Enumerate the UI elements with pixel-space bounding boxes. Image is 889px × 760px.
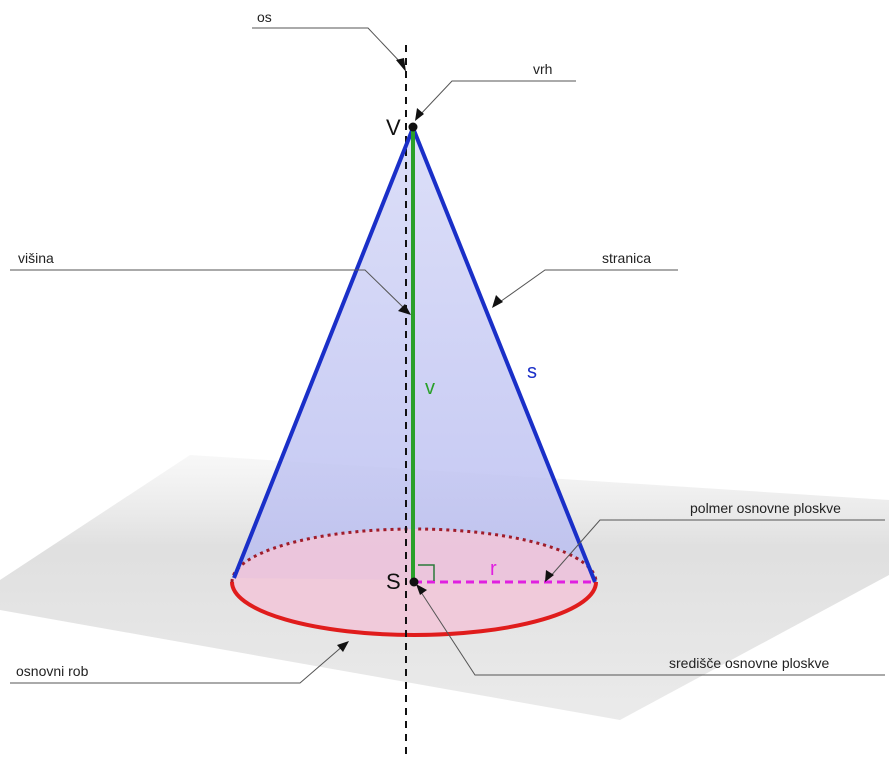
height-label: višina: [18, 250, 54, 266]
apex-leader: [418, 80, 576, 117]
radius-leader: [548, 519, 885, 579]
slant-edge-left: [232, 127, 415, 579]
slant-leader-arrow: [492, 295, 503, 308]
slant-edge-right: [411, 127, 597, 583]
apex-leader-arrow: [415, 108, 424, 121]
base-edge-leader-arrow: [337, 641, 349, 652]
slant-symbol: s: [527, 361, 537, 383]
base-edge-front: [230, 581, 598, 637]
radius-leader-arrow: [545, 570, 554, 582]
center-name: S: [386, 569, 401, 594]
axis-leader-arrow: [396, 58, 406, 72]
height-symbol: v: [425, 377, 435, 399]
base-edge-label: osnovni rob: [16, 663, 89, 679]
apex-name: V: [386, 115, 401, 140]
height-leader-arrow: [398, 304, 411, 315]
height-leader: [10, 269, 408, 312]
base-center-leader-arrow: [416, 584, 427, 595]
apex-point: [408, 122, 418, 132]
base-center-label: središče osnovne ploskve: [669, 655, 830, 671]
slant-label: stranica: [602, 250, 651, 266]
right-angle-marker: [418, 564, 435, 581]
axis-leader: [252, 27, 403, 65]
apex-label: vrh: [533, 61, 552, 77]
slant-leader: [496, 269, 678, 305]
base-center-leader: [418, 588, 885, 676]
radius-symbol: r: [490, 558, 497, 580]
radius-label: polmer osnovne ploskve: [690, 500, 841, 516]
axis-label: os: [257, 9, 272, 25]
base-edge-leader: [10, 644, 345, 684]
